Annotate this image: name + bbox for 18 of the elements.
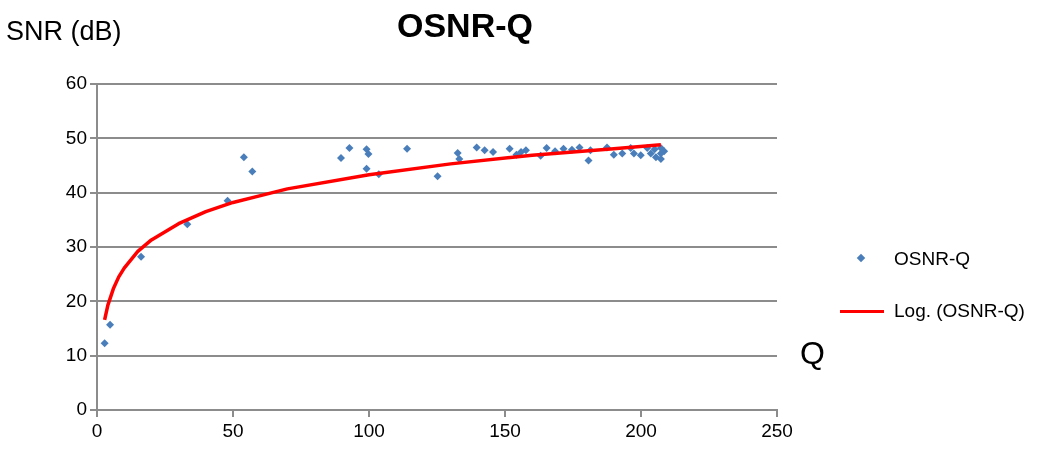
legend-label: OSNR-Q <box>894 247 970 270</box>
legend-label: Log. (OSNR-Q) <box>894 299 1025 322</box>
chart-title: OSNR-Q <box>397 6 533 45</box>
y-tick-label: 40 <box>65 180 87 202</box>
x-tick-label: 250 <box>761 419 793 441</box>
y-tick-label: 0 <box>76 398 87 420</box>
x-axis-title: Q <box>800 335 825 372</box>
x-tick-label: 100 <box>353 419 385 441</box>
x-tick-label: 150 <box>489 419 521 441</box>
y-tick-label: 30 <box>65 235 87 257</box>
x-tick-label: 50 <box>222 419 244 441</box>
y-tick-label: 60 <box>65 72 87 94</box>
y-tick-label: 20 <box>65 289 87 311</box>
y-axis-title: SNR (dB) <box>6 16 122 47</box>
y-tick-label: 50 <box>65 126 87 148</box>
x-tick-label: 200 <box>625 419 657 441</box>
x-tick-label: 0 <box>91 419 103 441</box>
y-tick-label: 10 <box>65 343 87 365</box>
